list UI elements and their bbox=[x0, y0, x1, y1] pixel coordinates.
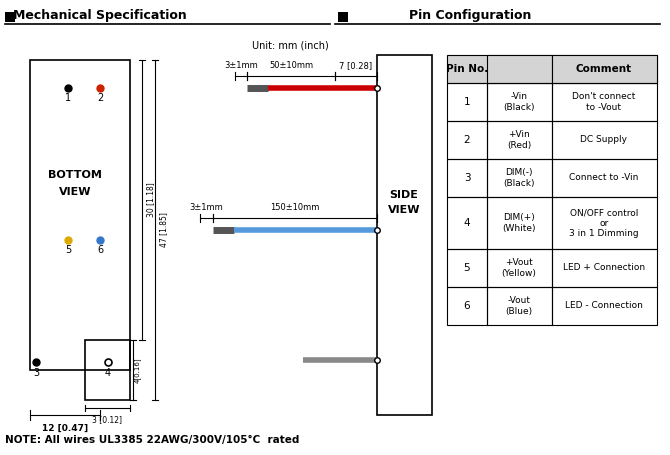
Bar bbox=[552, 83, 657, 121]
Text: +Vin
(Red): +Vin (Red) bbox=[507, 130, 531, 150]
Bar bbox=[447, 249, 487, 287]
Bar bbox=[377, 55, 432, 415]
Text: 3: 3 bbox=[464, 173, 470, 183]
Bar bbox=[338, 12, 348, 22]
Text: SIDE: SIDE bbox=[389, 190, 419, 200]
Text: 6: 6 bbox=[97, 245, 103, 255]
Text: 3: 3 bbox=[33, 368, 39, 378]
Text: 6: 6 bbox=[464, 301, 470, 311]
Text: 1: 1 bbox=[65, 93, 71, 103]
Text: 1: 1 bbox=[464, 97, 470, 107]
Bar bbox=[487, 287, 552, 325]
Bar bbox=[552, 55, 657, 83]
Bar bbox=[5, 12, 15, 22]
Bar bbox=[85, 340, 130, 400]
Text: NOTE: All wires UL3385 22AWG/300V/105°C  rated: NOTE: All wires UL3385 22AWG/300V/105°C … bbox=[5, 435, 299, 445]
Text: 5: 5 bbox=[65, 245, 71, 255]
Bar bbox=[447, 197, 487, 249]
Text: BOTTOM: BOTTOM bbox=[48, 170, 102, 180]
Text: Don't connect
to -Vout: Don't connect to -Vout bbox=[572, 92, 636, 111]
Text: 5: 5 bbox=[464, 263, 470, 273]
Text: Mechanical Specification: Mechanical Specification bbox=[13, 10, 187, 22]
Text: VIEW: VIEW bbox=[388, 205, 420, 215]
Text: 3±1mm: 3±1mm bbox=[224, 61, 258, 71]
Text: DIM(-)
(Black): DIM(-) (Black) bbox=[503, 168, 535, 188]
Text: 12 [0.47]: 12 [0.47] bbox=[42, 424, 88, 433]
Text: 30 [1.18]: 30 [1.18] bbox=[146, 182, 155, 217]
Bar bbox=[487, 121, 552, 159]
Text: 3 [0.12]: 3 [0.12] bbox=[92, 415, 122, 425]
Text: 150±10mm: 150±10mm bbox=[270, 203, 320, 212]
Text: 4[0.16]: 4[0.16] bbox=[134, 357, 141, 383]
Text: VIEW: VIEW bbox=[59, 187, 91, 197]
Text: LED - Connection: LED - Connection bbox=[565, 302, 643, 310]
Text: 4: 4 bbox=[464, 218, 470, 228]
Text: LED + Connection: LED + Connection bbox=[563, 263, 645, 273]
Text: 2: 2 bbox=[97, 93, 103, 103]
Bar bbox=[552, 287, 657, 325]
Text: ON/OFF control
or
3 in 1 Dimming: ON/OFF control or 3 in 1 Dimming bbox=[570, 208, 639, 238]
Text: DIM(+)
(White): DIM(+) (White) bbox=[502, 213, 536, 233]
Text: 4: 4 bbox=[105, 368, 111, 378]
Bar bbox=[552, 249, 657, 287]
Text: 47 [1.85]: 47 [1.85] bbox=[159, 212, 168, 248]
Text: DC Supply: DC Supply bbox=[580, 136, 628, 145]
Bar bbox=[487, 55, 552, 83]
Bar bbox=[447, 55, 657, 83]
Text: Pin No.: Pin No. bbox=[446, 64, 488, 74]
Text: -Vout
(Blue): -Vout (Blue) bbox=[505, 296, 533, 316]
Text: 7 [0.28]: 7 [0.28] bbox=[340, 61, 373, 71]
Text: +Vout
(Yellow): +Vout (Yellow) bbox=[502, 258, 537, 278]
Bar bbox=[487, 197, 552, 249]
Bar bbox=[447, 121, 487, 159]
Text: Comment: Comment bbox=[576, 64, 632, 74]
Text: Unit: mm (inch): Unit: mm (inch) bbox=[252, 40, 328, 50]
Text: 2: 2 bbox=[464, 135, 470, 145]
Bar bbox=[487, 249, 552, 287]
Bar bbox=[447, 287, 487, 325]
Text: Pin Configuration: Pin Configuration bbox=[409, 10, 531, 22]
Bar bbox=[487, 83, 552, 121]
Text: 50±10mm: 50±10mm bbox=[269, 61, 313, 71]
Bar bbox=[552, 121, 657, 159]
Text: Connect to -Vin: Connect to -Vin bbox=[570, 173, 639, 182]
Text: 3±1mm: 3±1mm bbox=[189, 203, 223, 212]
Bar bbox=[447, 83, 487, 121]
Bar bbox=[552, 197, 657, 249]
Bar bbox=[552, 159, 657, 197]
Text: -Vin
(Black): -Vin (Black) bbox=[503, 92, 535, 111]
Bar bbox=[30, 60, 130, 370]
Bar bbox=[447, 159, 487, 197]
Bar bbox=[487, 159, 552, 197]
